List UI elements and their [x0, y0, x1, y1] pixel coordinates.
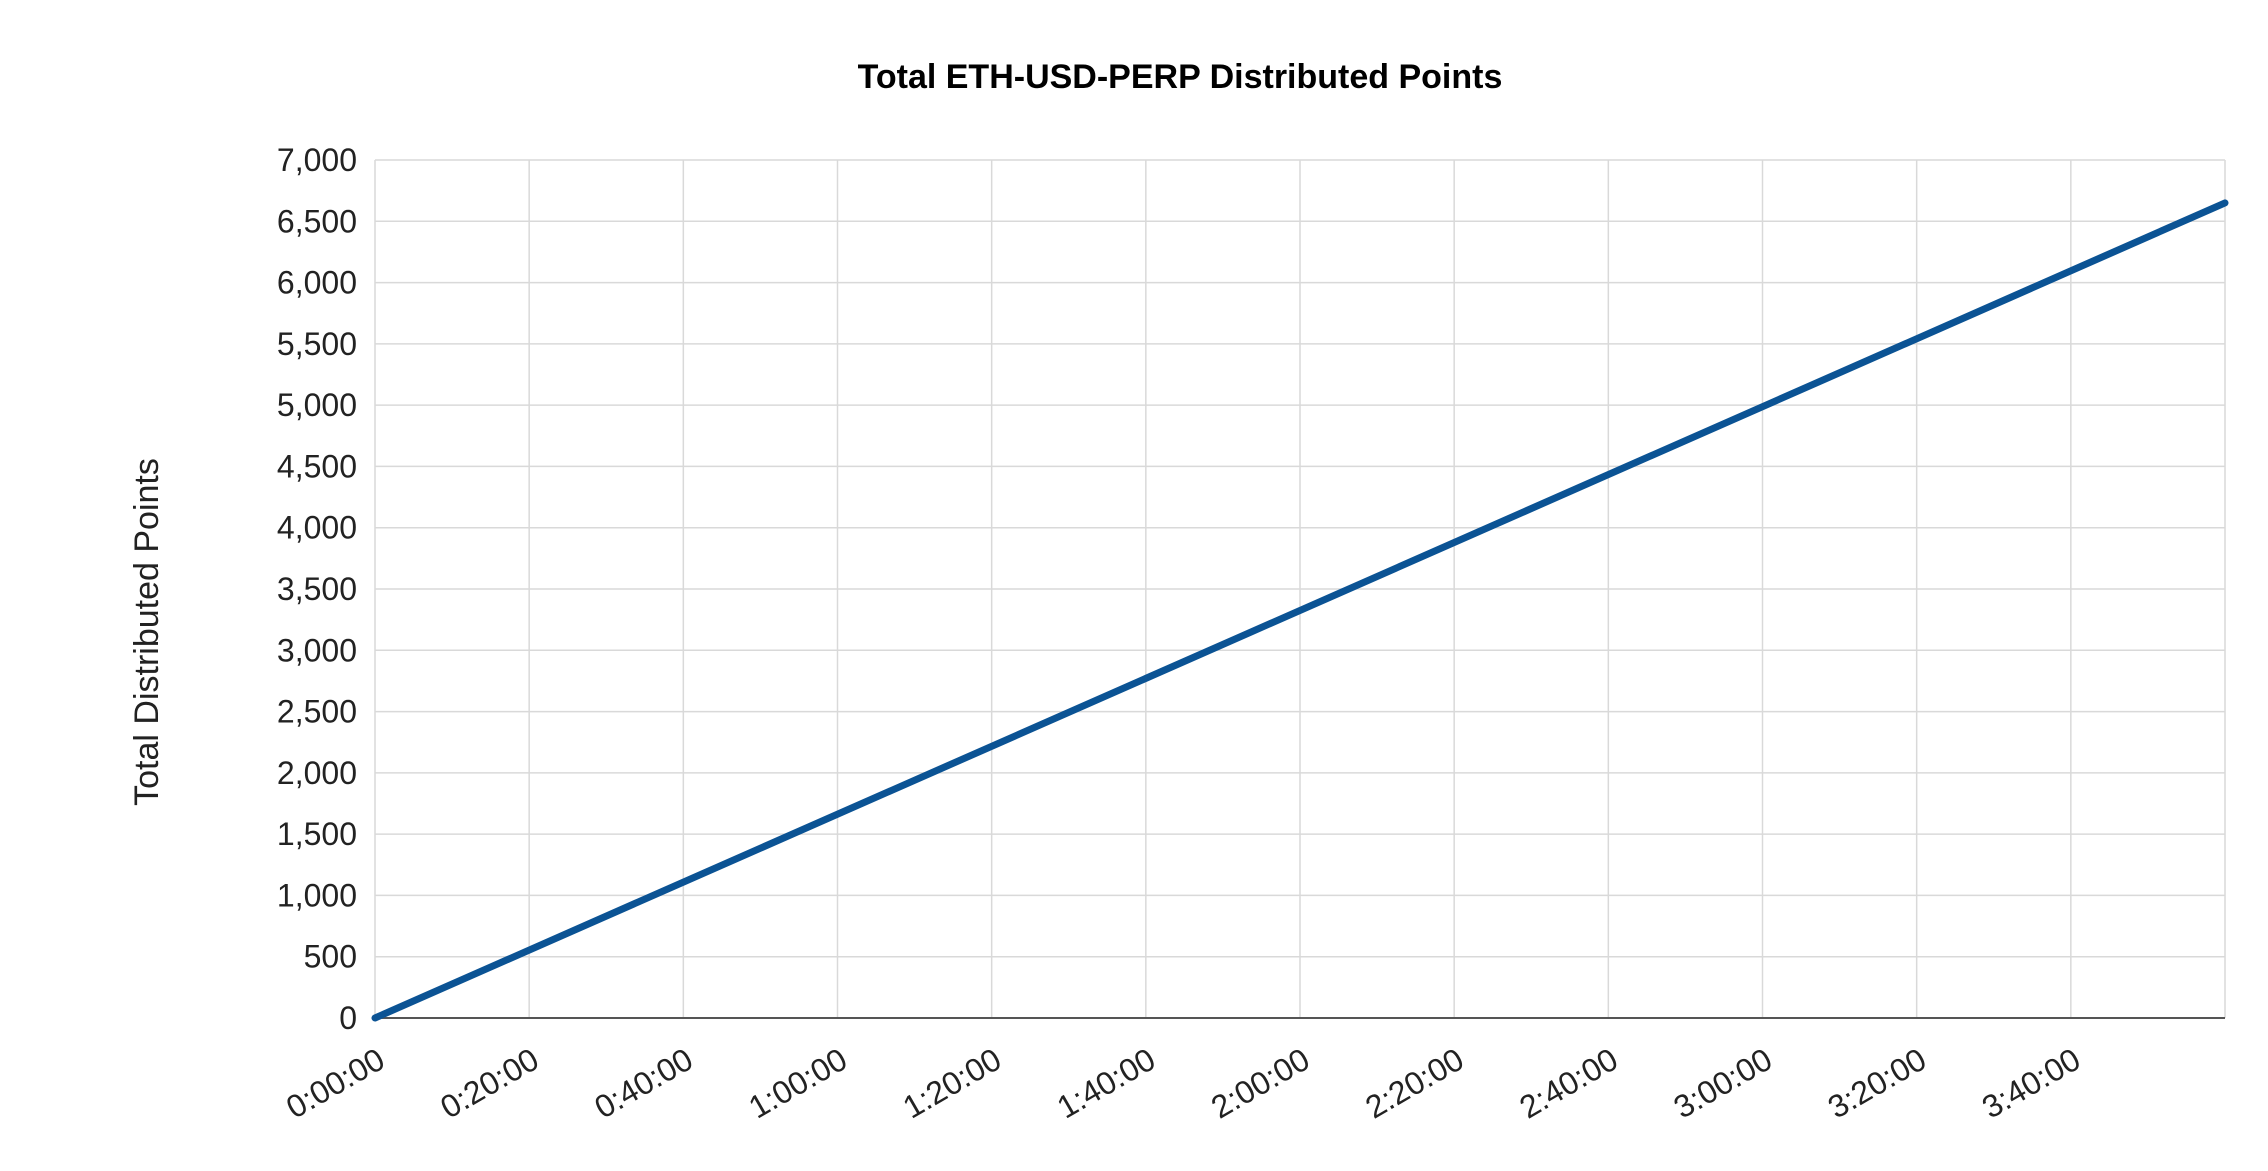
x-tick-label: 2:00:00 — [1205, 1041, 1315, 1126]
y-tick-label: 0 — [339, 1000, 357, 1036]
x-tick-label: 0:40:00 — [588, 1041, 698, 1126]
y-tick-label: 7,000 — [277, 142, 357, 178]
x-tick-label: 3:20:00 — [1822, 1041, 1932, 1126]
y-tick-label: 1,000 — [277, 877, 357, 913]
y-axis-label: Total Distributed Points — [128, 458, 166, 806]
y-tick-label: 3,000 — [277, 632, 357, 668]
y-tick-label: 3,500 — [277, 571, 357, 607]
x-tick-label: 0:20:00 — [434, 1041, 544, 1126]
grid-layer — [374, 159, 2226, 1018]
y-tick-label: 5,500 — [277, 326, 357, 362]
series-layer — [371, 199, 2229, 1022]
x-tick-label: 1:20:00 — [897, 1041, 1007, 1126]
series-line — [371, 199, 2229, 1022]
y-tick-label: 2,000 — [277, 755, 357, 791]
y-tick-label: 4,000 — [277, 510, 357, 546]
y-tick-label: 6,000 — [277, 265, 357, 301]
x-tick-label: 1:00:00 — [743, 1041, 853, 1126]
chart-title: Total ETH-USD-PERP Distributed Points — [858, 58, 1503, 96]
x-tick-label: 3:40:00 — [1976, 1041, 2086, 1126]
y-tick-label: 5,000 — [277, 387, 357, 423]
y-tick-labels: 0 500 1,000 1,500 2,000 2,500 3,000 3,500 4,000 4… — [277, 142, 357, 1036]
y-tick-label: 6,500 — [277, 203, 357, 239]
x-tick-labels: 0:00:00 0:20:00 0:40:00 1:00:00 1:20:00 1:40:… — [280, 1041, 2086, 1126]
x-tick-label: 3:00:00 — [1668, 1041, 1778, 1126]
y-tick-label: 2,500 — [277, 694, 357, 730]
x-tick-label: 0:00:00 — [280, 1041, 390, 1126]
x-tick-label: 2:40:00 — [1513, 1041, 1623, 1126]
x-tick-label: 2:20:00 — [1359, 1041, 1469, 1126]
x-tick-label: 1:40:00 — [1051, 1041, 1161, 1126]
y-tick-label: 500 — [304, 939, 357, 975]
y-tick-label: 1,500 — [277, 816, 357, 852]
y-tick-label: 4,500 — [277, 448, 357, 484]
